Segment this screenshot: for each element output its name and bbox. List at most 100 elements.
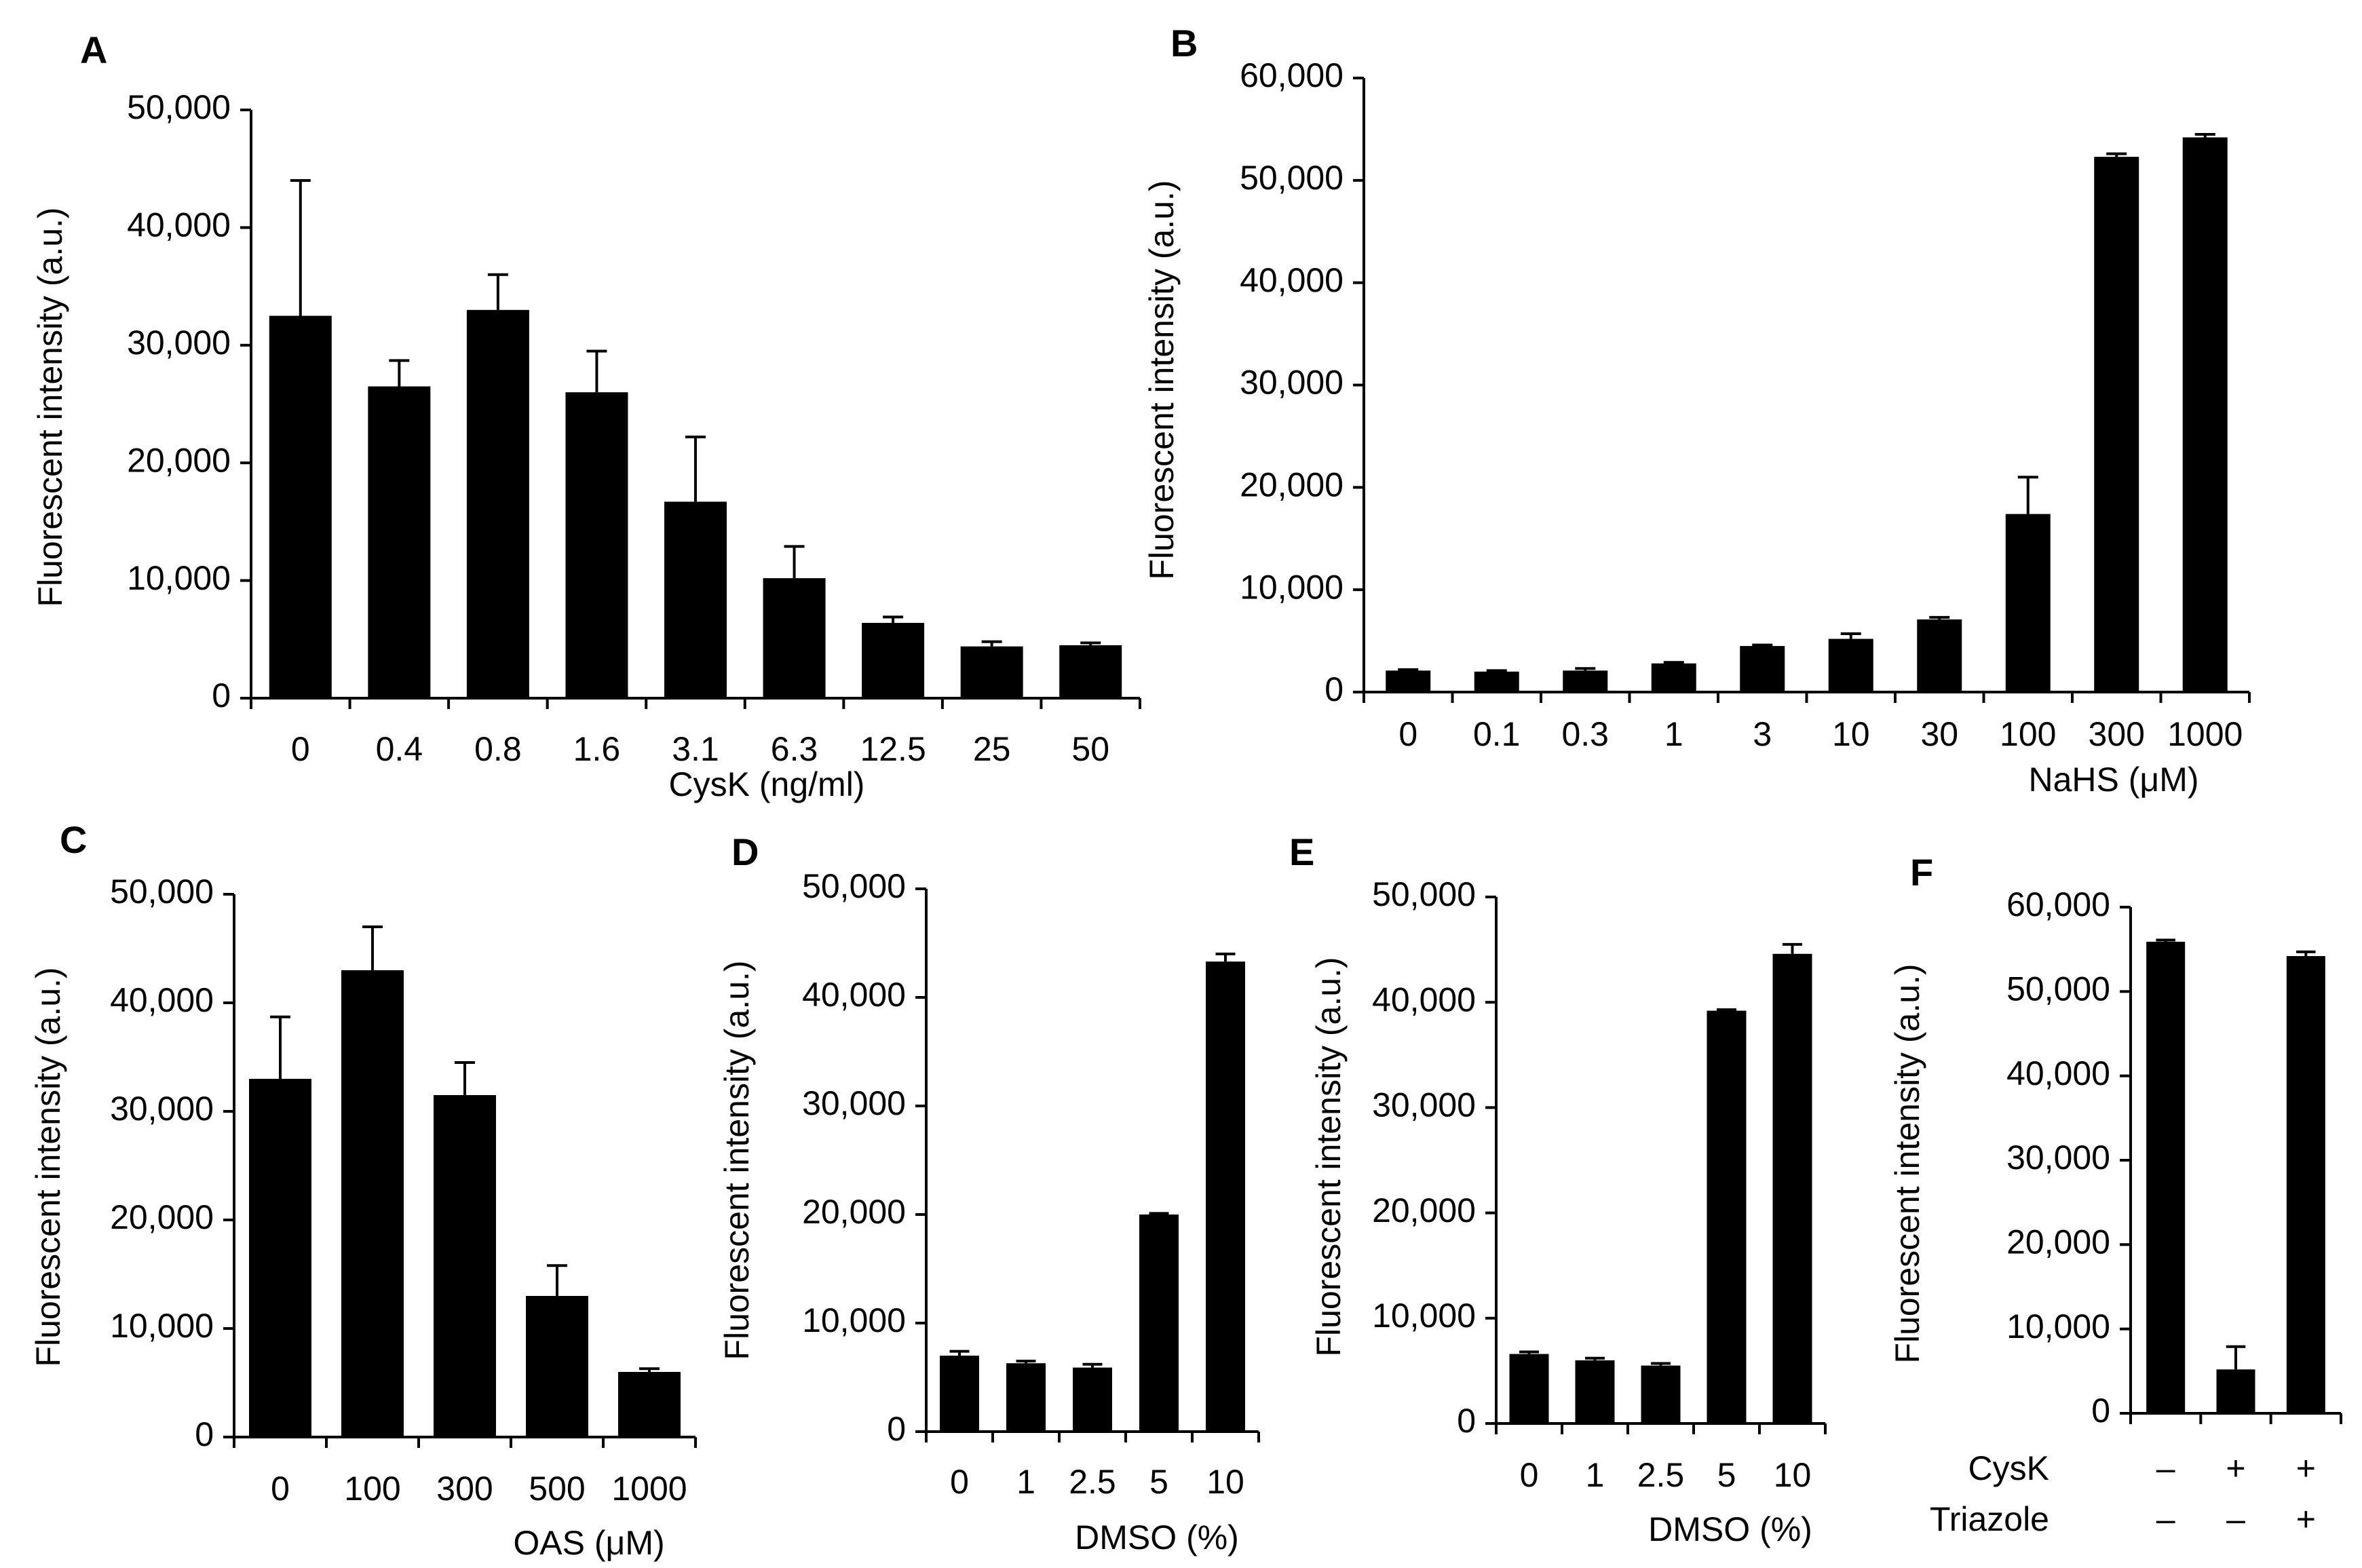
x-tick-label: 500 bbox=[529, 1470, 585, 1508]
y-tick-label: 20,000 bbox=[802, 1193, 906, 1231]
y-tick-label: 40,000 bbox=[2006, 1054, 2110, 1092]
condition-row-label: CysK bbox=[1968, 1449, 2049, 1487]
y-tick-label: 50,000 bbox=[127, 88, 231, 126]
y-tick-label: 40,000 bbox=[110, 981, 214, 1019]
condition-row-label: Triazole bbox=[1930, 1500, 2049, 1538]
bar bbox=[2146, 941, 2186, 1413]
y-tick-label: 50,000 bbox=[802, 867, 906, 905]
bar bbox=[1073, 1367, 1112, 1432]
x-tick-label: 1.6 bbox=[573, 730, 621, 768]
y-tick-label: 10,000 bbox=[802, 1301, 906, 1339]
y-tick-label: 0 bbox=[887, 1410, 906, 1448]
panel-label: C bbox=[60, 818, 87, 861]
x-tick-label: 100 bbox=[344, 1470, 400, 1508]
x-tick-label: 5 bbox=[1149, 1463, 1168, 1501]
y-tick-label: 20,000 bbox=[110, 1198, 214, 1236]
bar bbox=[1386, 670, 1431, 692]
y-tick-label: 30,000 bbox=[1372, 1086, 1476, 1124]
condition-mark: – bbox=[2156, 1500, 2175, 1538]
panel-b: B 0 10,000 20,000 30,000 40,000 50,000 60,000 0 0… bbox=[1143, 22, 2251, 799]
bar bbox=[565, 392, 628, 698]
y-tick-label: 0 bbox=[195, 1415, 214, 1453]
y-tick-label: 0 bbox=[212, 676, 231, 714]
bar bbox=[664, 501, 727, 698]
x-tick-label: 0 bbox=[1520, 1456, 1539, 1494]
bar bbox=[763, 578, 826, 698]
bar bbox=[1740, 646, 1785, 692]
x-tick-label: 2.5 bbox=[1637, 1456, 1685, 1494]
x-axis-label: CysK (ng/ml) bbox=[669, 765, 865, 803]
x-tick-label: 1 bbox=[1586, 1456, 1605, 1494]
x-tick-label: 0.3 bbox=[1561, 715, 1609, 753]
x-tick-label: 1000 bbox=[611, 1470, 687, 1508]
y-tick-label: 40,000 bbox=[1240, 261, 1344, 299]
y-tick-label: 20,000 bbox=[1372, 1191, 1476, 1229]
y-axis-label: Fluorescent intensity (a.u.) bbox=[29, 967, 67, 1366]
x-tick-label: 25 bbox=[973, 730, 1011, 768]
bar bbox=[269, 315, 332, 698]
condition-mark: + bbox=[2296, 1449, 2316, 1487]
bar bbox=[466, 309, 529, 698]
y-tick-label: 30,000 bbox=[110, 1090, 214, 1128]
bar bbox=[1707, 1010, 1747, 1423]
bar bbox=[2286, 956, 2325, 1413]
bar bbox=[2005, 514, 2051, 692]
bar bbox=[526, 1296, 588, 1437]
bar bbox=[2182, 137, 2228, 692]
bar bbox=[1772, 953, 1812, 1423]
y-tick-label: 10,000 bbox=[2006, 1307, 2110, 1345]
y-tick-label: 0 bbox=[1457, 1402, 1476, 1440]
y-tick-label: 40,000 bbox=[1372, 980, 1476, 1018]
x-tick-label: 30 bbox=[1920, 715, 1958, 753]
x-tick-label: 0 bbox=[950, 1463, 969, 1501]
bar bbox=[1006, 1363, 1046, 1432]
bar bbox=[341, 970, 404, 1437]
y-tick-label: 40,000 bbox=[127, 206, 231, 244]
x-tick-label: 10 bbox=[1774, 1456, 1812, 1494]
y-axis-label: Fluorescent intensity (a.u.) bbox=[1888, 963, 1926, 1363]
panel-e: E 0 10,000 20,000 30,000 40,000 50,000 0 1 2.5 5 10… bbox=[1289, 830, 1827, 1548]
x-tick-label: 0.4 bbox=[376, 730, 423, 768]
x-tick-label: 0 bbox=[291, 730, 310, 768]
panel-label: D bbox=[731, 830, 759, 873]
y-tick-label: 40,000 bbox=[802, 976, 906, 1014]
y-axis-label: Fluorescent intensity (a.u.) bbox=[1310, 957, 1348, 1356]
bar bbox=[1563, 670, 1608, 692]
condition-mark: + bbox=[2296, 1500, 2316, 1538]
y-axis-label: Fluorescent intensity (a.u.) bbox=[31, 207, 69, 607]
bar bbox=[2216, 1369, 2255, 1413]
x-tick-label: 10 bbox=[1832, 715, 1870, 753]
y-tick-label: 30,000 bbox=[127, 324, 231, 362]
y-tick-label: 20,000 bbox=[127, 441, 231, 479]
bar bbox=[618, 1372, 681, 1437]
x-axis-label: DMSO (%) bbox=[1075, 1518, 1239, 1556]
condition-mark: – bbox=[2156, 1449, 2175, 1487]
y-tick-label: 50,000 bbox=[1372, 875, 1476, 913]
condition-mark: – bbox=[2226, 1500, 2245, 1538]
y-tick-label: 10,000 bbox=[1240, 568, 1344, 606]
x-tick-label: 0.8 bbox=[474, 730, 522, 768]
panel-label: E bbox=[1289, 830, 1314, 873]
bar bbox=[862, 623, 925, 698]
x-tick-label: 0 bbox=[271, 1470, 290, 1508]
x-tick-label: 6.3 bbox=[771, 730, 818, 768]
y-tick-label: 0 bbox=[1325, 670, 1344, 708]
bar bbox=[960, 646, 1023, 698]
y-tick-label: 0 bbox=[2091, 1392, 2110, 1430]
bar bbox=[1641, 1365, 1681, 1423]
y-tick-label: 10,000 bbox=[1372, 1297, 1476, 1335]
x-tick-label: 2.5 bbox=[1069, 1463, 1116, 1501]
panel-f: F 0 10,000 20,000 30,000 40,000 50,000 60,000 Cy… bbox=[1888, 851, 2342, 1538]
bar bbox=[1206, 961, 1245, 1432]
bar bbox=[1139, 1215, 1179, 1432]
bar bbox=[1059, 645, 1122, 698]
x-tick-label: 3 bbox=[1753, 715, 1772, 753]
bar bbox=[1651, 663, 1696, 692]
x-tick-label: 300 bbox=[2089, 715, 2145, 753]
bar bbox=[2094, 157, 2139, 692]
bar bbox=[1828, 638, 1873, 692]
bar bbox=[434, 1095, 496, 1437]
panel-a: A 0 10,000 20,000 30,000 40,000 50,000 0 0.4 0.8 1… bbox=[31, 28, 1141, 803]
y-tick-label: 10,000 bbox=[127, 559, 231, 597]
